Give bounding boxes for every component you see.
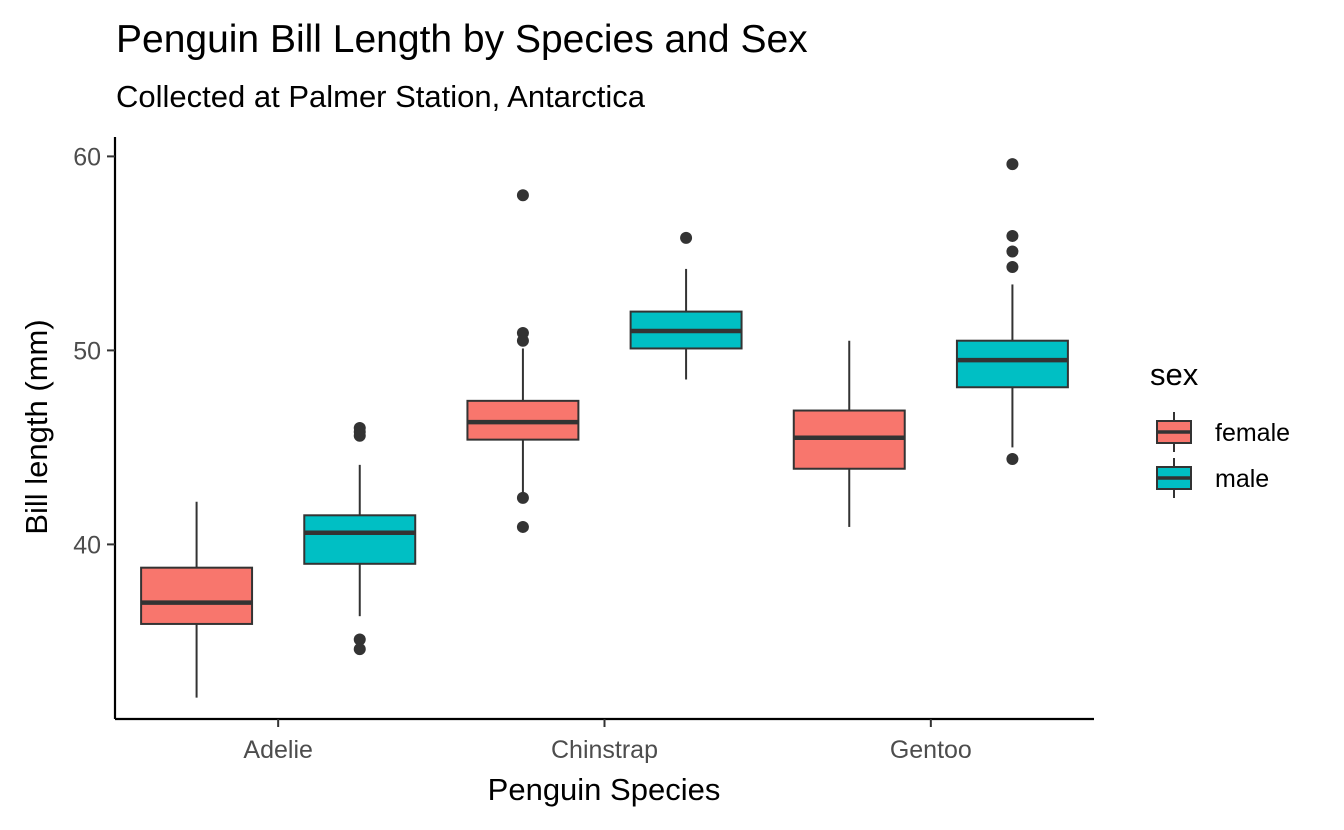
box-female-adelie (140, 501, 254, 698)
box-body (140, 566, 254, 625)
box-female-chinstrap (466, 189, 580, 533)
legend-item-female: female (1156, 412, 1290, 452)
legend-label: male (1215, 465, 1269, 493)
legend-title: sex (1150, 357, 1199, 392)
outlier-point (1006, 260, 1019, 273)
x-tick-label: Gentoo (890, 736, 972, 764)
outlier-point (516, 491, 529, 504)
chart-title: Penguin Bill Length by Species and Sex (116, 18, 808, 61)
y-axis-label: Bill length (mm) (19, 319, 54, 534)
outlier-point (516, 189, 529, 202)
outlier-point (1006, 229, 1019, 242)
outlier-point (353, 429, 366, 442)
box-male-adelie (303, 422, 417, 656)
outlier-point (353, 633, 366, 646)
legend-item-male: male (1156, 458, 1269, 498)
y-tick-label: 40 (73, 531, 101, 559)
box-female-gentoo (792, 340, 906, 527)
x-tick-label: Chinstrap (551, 736, 658, 764)
outlier-point (1006, 158, 1019, 171)
outlier-point (516, 334, 529, 347)
x-axis-label: Penguin Species (488, 772, 721, 807)
box-body (955, 339, 1069, 389)
box-body (303, 514, 417, 565)
box-male-chinstrap (629, 231, 743, 380)
plot-area: 40 50 60 Adelie Chinstrap Gentoo (73, 137, 1094, 764)
x-tick-label: Adelie (243, 736, 313, 764)
legend-label: female (1215, 419, 1290, 447)
y-tick-label: 50 (73, 337, 101, 365)
outlier-point (516, 520, 529, 533)
outlier-point (680, 231, 693, 244)
outlier-point (353, 643, 366, 656)
box-male-gentoo (955, 158, 1069, 466)
chart-subtitle: Collected at Palmer Station, Antarctica (116, 79, 646, 114)
outlier-point (1006, 245, 1019, 258)
outlier-point (1006, 453, 1019, 466)
y-tick-label: 60 (73, 143, 101, 171)
legend: sex female male (1150, 357, 1290, 498)
